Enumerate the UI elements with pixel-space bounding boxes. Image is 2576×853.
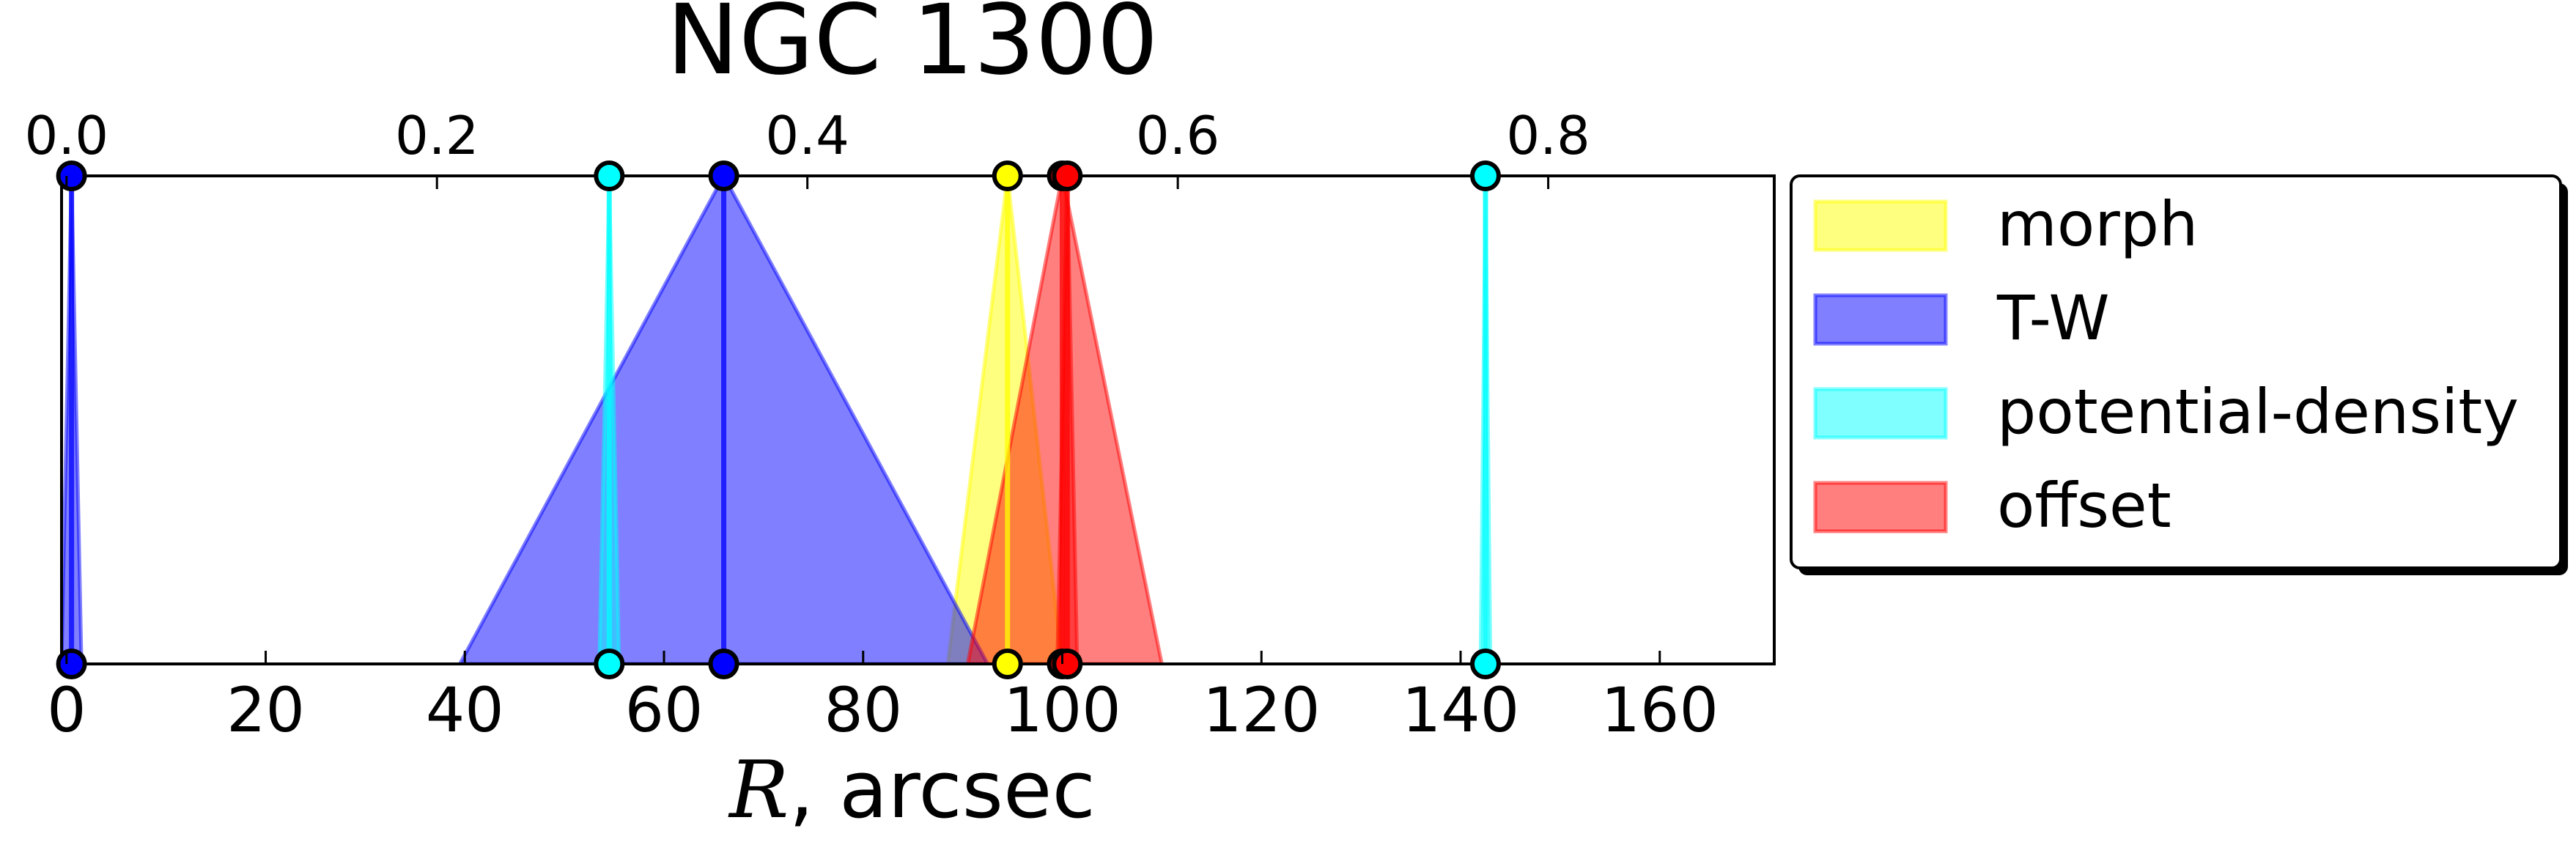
marker-potential-density-0-top — [594, 160, 625, 191]
x-tick-label-60: 60 — [625, 674, 704, 746]
legend-label-offset: offset — [1997, 470, 2171, 542]
chart-title: NGC 1300 — [666, 0, 1158, 97]
x-axis-label: R, arcsec — [728, 745, 1096, 836]
marker-t-w-0-bottom — [56, 649, 87, 679]
legend-swatch-t-w — [1813, 293, 1948, 346]
top-tick-label-2: 0.4 — [765, 105, 849, 166]
axes-frame — [60, 174, 1776, 665]
plot-area: 0 20 40 60 80 100 120 140 160 0.0 0.2 0.4 0.6 0.8 — [25, 105, 1776, 746]
x-axis-label-symbol: R — [728, 745, 789, 836]
x-tick-label-0: 0 — [47, 674, 86, 746]
legend-frame — [1790, 174, 2562, 569]
x-tick-label-160: 160 — [1601, 674, 1719, 746]
marker-morph-0-top — [992, 160, 1023, 191]
marker-t-w-1-bottom — [708, 649, 739, 679]
data-marks — [62, 176, 1493, 664]
marker-t-w-0-top — [56, 160, 87, 191]
x-tick-label-80: 80 — [824, 674, 902, 746]
x-tick-label-40: 40 — [426, 674, 504, 746]
legend: morph T-W potential-density offset — [1790, 174, 2568, 575]
top-tick-label-4: 0.8 — [1506, 105, 1590, 166]
marker-morph-0-bottom — [992, 649, 1023, 679]
marker-potential-density-1-top — [1469, 160, 1501, 191]
marker-offset-1-top — [1052, 160, 1083, 191]
legend-label-morph: morph — [1997, 188, 2198, 260]
legend-swatch-potential-density — [1813, 387, 1948, 440]
legend-swatch-morph — [1813, 199, 1948, 252]
x-axis-label-unit: , arcsec — [789, 745, 1095, 836]
top-tick-label-3: 0.6 — [1136, 105, 1220, 166]
legend-swatch-offset — [1813, 481, 1948, 533]
legend-label-potential-density: potential-density — [1997, 376, 2519, 448]
marker-potential-density-0-bottom — [594, 649, 625, 679]
x-tick-label-100: 100 — [1003, 674, 1121, 746]
top-tick-label-0: 0.0 — [25, 105, 109, 166]
top-tick-label-1: 0.2 — [395, 105, 479, 166]
marker-offset-1-bottom — [1052, 649, 1083, 679]
x-tick-label-120: 120 — [1203, 674, 1320, 746]
legend-label-t-w: T-W — [1996, 282, 2110, 354]
x-tick-label-140: 140 — [1402, 674, 1519, 746]
marker-t-w-1-top — [708, 160, 739, 191]
marker-potential-density-1-bottom — [1469, 649, 1501, 679]
x-tick-label-20: 20 — [226, 674, 305, 746]
